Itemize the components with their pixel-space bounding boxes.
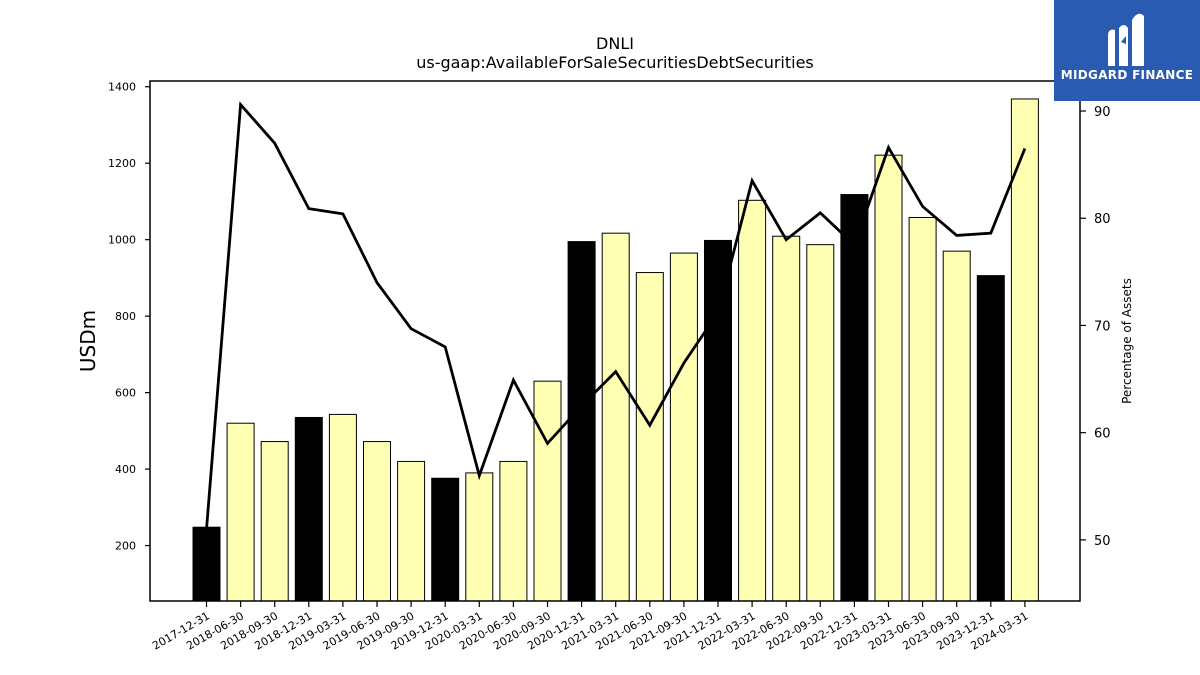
bar [669,252,698,602]
bar [704,239,732,602]
y-tick-label: 800 [115,310,136,323]
bar [431,477,460,602]
bar [397,460,426,602]
x-axis: 2017-12-312018-06-302018-09-302018-12-31… [150,601,1030,653]
bar [601,232,630,602]
bar [738,199,767,602]
bar [226,422,255,602]
y-tick-label: 200 [115,540,136,553]
bar [192,526,221,602]
line-group [205,101,1027,530]
y2-tick-label: 50 [1094,534,1111,549]
y-tick-label: 400 [115,463,136,476]
bar-group [192,98,1039,602]
bar [1010,98,1039,602]
bar [499,460,528,602]
y-tick-label: 1000 [108,234,136,247]
y-tick-label: 1400 [108,81,136,94]
bar [294,416,323,602]
y2-tick-label: 70 [1094,319,1111,334]
bar [976,275,1005,602]
brand-name: MIDGARD FINANCE [1060,68,1194,82]
bar [533,380,562,602]
bar [772,235,801,602]
y2-tick-label: 80 [1094,212,1111,227]
bar [806,244,835,602]
bar [567,241,596,602]
y2-tick-label: 60 [1094,427,1111,442]
percentage-line [205,101,1027,530]
bar [465,472,494,602]
bar [328,413,357,602]
plot-frame [149,80,1081,602]
bar [874,154,903,602]
bar [942,250,971,602]
y-axis-label: USDm [76,310,100,372]
bar [840,194,869,602]
bar [635,272,664,602]
bar [363,441,391,602]
y2-axis-label: Percentage of Assets [1120,278,1134,404]
chart-title: DNLI [596,34,634,53]
y-tick-label: 600 [115,387,136,400]
midgard-logo-icon [1108,13,1144,67]
left-axis: 200 400 600 800 1000 1200 1400 [108,81,150,553]
bar [260,441,289,602]
chart-subtitle: us-gaap:AvailableForSaleSecuritiesDebtSe… [416,53,814,72]
right-axis: 50 60 70 80 90 [1080,105,1111,549]
brand-logo: MIDGARD FINANCE [1054,0,1200,101]
y-tick-label: 1200 [108,157,136,170]
bar [908,217,937,602]
y2-tick-label: 90 [1094,105,1111,120]
